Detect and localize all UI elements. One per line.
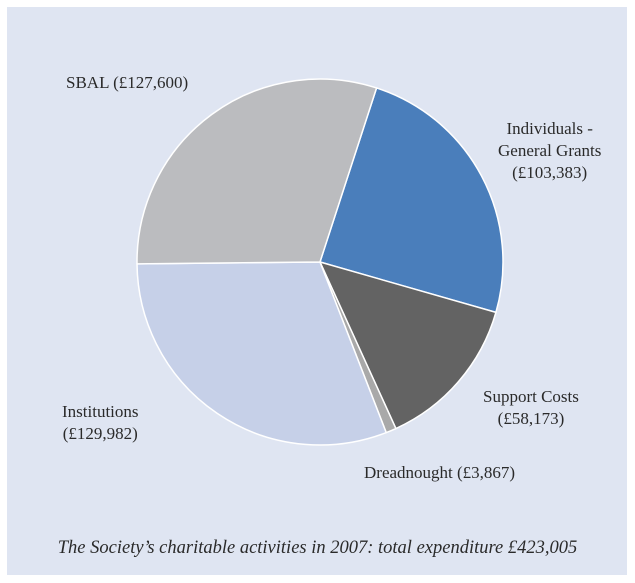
label-sbal: SBAL (£127,600)	[66, 73, 189, 92]
slice-individuals	[319, 87, 504, 314]
slice-sbal	[136, 78, 378, 265]
label-institutions: Institutions (£129,982)	[62, 402, 139, 443]
slice-institutions	[136, 261, 387, 446]
label-individuals: Individuals - General Grants (£103,383)	[498, 119, 602, 182]
slice-support-costs	[319, 261, 497, 430]
label-dreadnought: Dreadnought (£3,867)	[364, 463, 516, 482]
chart-caption: The Society’s charitable activities in 2…	[57, 538, 578, 558]
label-support-costs: Support Costs (£58,173)	[483, 387, 579, 428]
